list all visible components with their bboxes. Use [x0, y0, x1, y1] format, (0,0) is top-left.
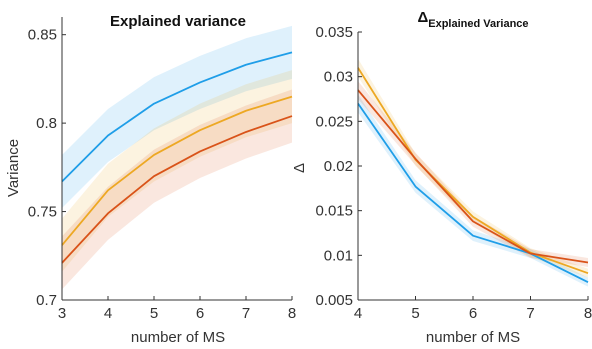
y-tick-label: 0.7 — [36, 292, 57, 309]
left-chart-bands — [62, 25, 292, 290]
y-tick-label: 0.025 — [315, 113, 353, 130]
y-tick-label: 0.75 — [28, 204, 57, 221]
series-line-1-0 — [357, 102, 589, 283]
x-tick-label: 4 — [104, 305, 112, 322]
right-chart-title-main: Δ — [417, 9, 428, 26]
right-chart-title: ΔExplained Variance — [417, 9, 528, 30]
left-chart-title: Explained variance — [110, 13, 246, 30]
y-tick-label: 0.85 — [28, 27, 57, 44]
band-0-2 — [62, 89, 292, 290]
left-chart-ylabel: Variance — [5, 139, 22, 197]
left-chart-axes: 3 4 5 6 7 8 0.7 0.75 0.8 0.85 — [28, 17, 296, 322]
band-0-1 — [62, 70, 292, 272]
x-tick-label: 8 — [584, 305, 592, 322]
right-chart-axes: 4 5 6 7 8 0.005 0.01 0.015 0.02 0.025 0.03 0.035 — [315, 24, 592, 322]
left-chart-lines — [61, 51, 293, 264]
x-tick-label: 7 — [526, 305, 534, 322]
series-line-0-2 — [61, 115, 293, 264]
x-tick-label: 4 — [354, 305, 362, 322]
y-tick-label: 0.035 — [315, 24, 353, 41]
series-line-1-2 — [357, 89, 589, 264]
y-tick-label: 0.02 — [324, 158, 353, 175]
right-chart-xlabel: number of MS — [426, 329, 520, 346]
series-line-0-0 — [61, 51, 293, 183]
x-tick-label: 3 — [58, 305, 66, 322]
y-tick-label: 0.8 — [36, 115, 57, 132]
y-tick-label: 0.015 — [315, 203, 353, 220]
x-tick-label: 5 — [411, 305, 419, 322]
left-chart-xlabel: number of MS — [131, 329, 225, 346]
series-line-0-1 — [61, 95, 293, 246]
right-chart-ylabel: Δ — [291, 163, 308, 173]
left-chart-explained-variance: Explained variance Variance number of MS… — [5, 13, 296, 346]
band-0-0 — [62, 25, 292, 209]
right-chart-bands — [358, 58, 588, 287]
y-tick-label: 0.005 — [315, 292, 353, 309]
right-chart-title-sub: Explained Variance — [428, 18, 528, 30]
band-1-0 — [358, 94, 588, 287]
x-tick-label: 6 — [469, 305, 477, 322]
band-1-1 — [358, 58, 588, 278]
x-tick-label: 6 — [196, 305, 204, 322]
y-tick-label: 0.03 — [324, 69, 353, 86]
series-line-1-1 — [357, 67, 589, 275]
x-tick-label: 7 — [242, 305, 250, 322]
right-chart-lines — [357, 67, 589, 283]
x-tick-label: 8 — [288, 305, 296, 322]
y-tick-label: 0.01 — [324, 247, 353, 264]
x-tick-label: 5 — [150, 305, 158, 322]
